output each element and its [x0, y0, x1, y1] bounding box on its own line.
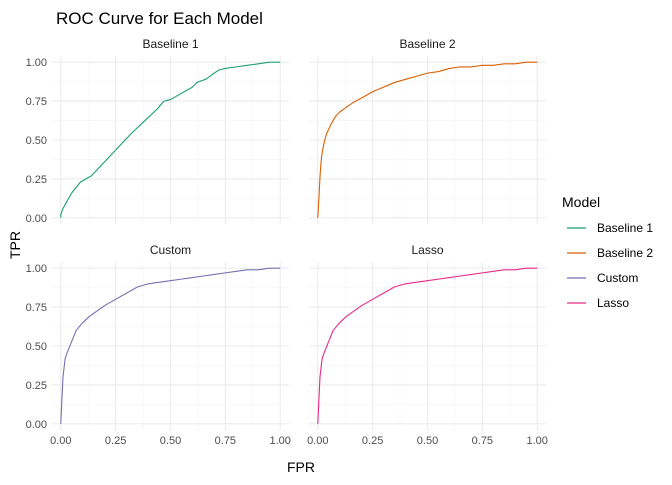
y-axis-label: TPR	[7, 231, 23, 259]
y-tick-label: 0.50	[26, 135, 47, 147]
legend-label: Custom	[597, 271, 638, 285]
x-tick-label: 0.75	[472, 435, 493, 447]
roc-line	[60, 267, 281, 424]
x-tick-label: 1.00	[527, 435, 548, 447]
y-tick-label: 0.00	[26, 213, 47, 225]
facet-panel: Baseline 1 0.00 0.25 0.50 0.75 1.00	[26, 37, 289, 225]
facet-panel: Lasso 0.00 0.25 0.50 0.75 1.00	[307, 243, 548, 447]
roc-line	[317, 267, 538, 424]
legend-title: Model	[562, 194, 600, 210]
facet-strip-label: Baseline 1	[142, 37, 198, 51]
y-tick-label: 0.75	[26, 96, 47, 108]
y-tick-label: 1.00	[26, 263, 47, 275]
x-tick-label: 0.50	[160, 435, 181, 447]
facet-panel: Custom 0.00 0.25 0.50 0.75 1.00 0.00 0.25 0.50 0.…	[26, 243, 291, 447]
x-tick-label: 0.00	[50, 435, 71, 447]
legend: Model Baseline 1 Baseline 2 Custom Lasso	[562, 194, 653, 310]
y-tick-label: 0.25	[26, 380, 47, 392]
facet-strip-label: Custom	[150, 243, 191, 257]
x-axis-label: FPR	[287, 459, 315, 475]
legend-label: Lasso	[597, 296, 629, 310]
y-tick-label: 1.00	[26, 57, 47, 69]
y-tick-label: 0.25	[26, 174, 47, 186]
x-tick-label: 0.50	[417, 435, 438, 447]
y-tick-label: 0.75	[26, 302, 47, 314]
x-tick-label: 0.75	[215, 435, 236, 447]
x-tick-label: 0.00	[307, 435, 328, 447]
y-tick-label: 0.00	[26, 419, 47, 431]
x-tick-label: 1.00	[270, 435, 291, 447]
y-tick-label: 0.50	[26, 341, 47, 353]
legend-label: Baseline 1	[597, 221, 653, 235]
x-tick-label: 0.25	[105, 435, 126, 447]
facet-panel: Baseline 2	[309, 37, 546, 224]
chart-title: ROC Curve for Each Model	[56, 9, 263, 28]
roc-line	[317, 61, 538, 218]
legend-label: Baseline 2	[597, 246, 653, 260]
facet-strip-label: Lasso	[411, 243, 443, 257]
facet-strip-label: Baseline 2	[399, 37, 455, 51]
x-tick-label: 0.25	[362, 435, 383, 447]
facet-panels: Baseline 1 0.00 0.25 0.50 0.75 1.00 Baseline 2…	[26, 37, 548, 447]
roc-line	[60, 61, 281, 218]
